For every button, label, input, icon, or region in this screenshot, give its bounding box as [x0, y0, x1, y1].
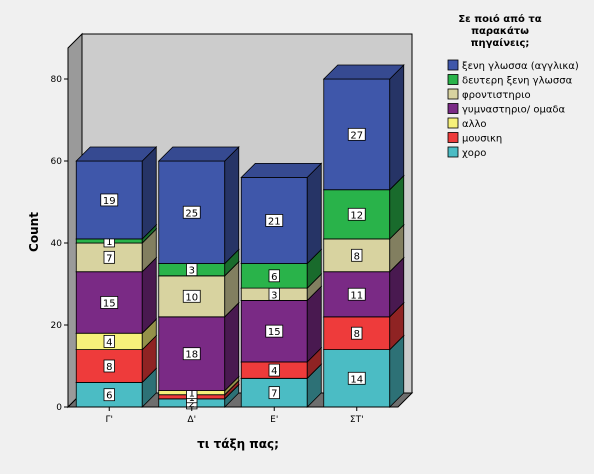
svg-text:3: 3	[271, 290, 277, 301]
svg-text:7: 7	[271, 389, 277, 400]
svg-text:19: 19	[103, 196, 116, 207]
legend-swatch	[447, 146, 459, 158]
data-label: 12	[347, 207, 366, 221]
data-label: 4	[268, 363, 280, 377]
data-label: 21	[265, 214, 284, 227]
legend-label: αλλο	[462, 119, 487, 130]
svg-text:1: 1	[106, 237, 112, 248]
x-tick-label: Ε'	[270, 415, 278, 425]
svg-text:10: 10	[185, 292, 198, 303]
svg-text:25: 25	[185, 208, 198, 219]
svg-text:11: 11	[350, 290, 363, 301]
svg-text:4: 4	[106, 337, 112, 348]
bars: 6841571192111810325741536211481181227	[75, 64, 405, 410]
legend-swatch	[447, 117, 459, 129]
y-tick-label: 80	[51, 75, 63, 85]
x-tick-label: Γ'	[106, 415, 114, 425]
data-label: 11	[347, 287, 366, 301]
svg-text:6: 6	[271, 272, 277, 283]
y-tick-label: 60	[51, 157, 63, 167]
data-label: 18	[182, 347, 201, 361]
legend-label: ξενη γλωσσα (αγγλικα)	[462, 61, 579, 72]
data-label: 6	[103, 388, 115, 402]
data-label: 27	[347, 127, 366, 141]
svg-text:15: 15	[268, 327, 281, 338]
svg-text:8: 8	[106, 362, 112, 373]
legend-label: χορο	[462, 148, 486, 159]
y-tick-label: 20	[51, 321, 63, 331]
legend-title: Σε ποιό από τα	[458, 13, 541, 25]
x-axis-title: τι τάξη πας;	[197, 437, 279, 451]
svg-text:7: 7	[106, 253, 112, 264]
data-label: 15	[100, 296, 119, 309]
legend-title: πηγαίνεις;	[471, 37, 530, 49]
data-label: 4	[103, 334, 115, 348]
legend-item: αλλο	[447, 117, 487, 130]
data-label: 6	[268, 269, 280, 283]
svg-text:1: 1	[189, 389, 195, 400]
legend-item: μουσικη	[447, 132, 502, 145]
legend-item: γυμναστηριο/ ομαδα	[447, 103, 566, 116]
x-tick-label: Δ'	[187, 415, 196, 425]
data-label: 25	[182, 205, 201, 219]
legend-swatch	[447, 88, 459, 100]
data-label: 8	[103, 359, 115, 373]
legend-label: γυμναστηριο/ ομαδα	[462, 105, 566, 116]
data-label: 14	[347, 371, 366, 385]
svg-text:2: 2	[189, 399, 195, 410]
svg-text:3: 3	[189, 266, 195, 277]
svg-text:8: 8	[354, 251, 360, 262]
bar-segment	[322, 64, 405, 191]
y-tick-label: 0	[56, 403, 62, 413]
legend-item: ξενη γλωσσα (αγγλικα)	[447, 59, 579, 72]
legend-swatch	[447, 74, 459, 85]
svg-text:6: 6	[106, 391, 112, 402]
data-label: 8	[351, 248, 363, 262]
svg-text:18: 18	[185, 350, 198, 361]
data-label: 3	[268, 287, 280, 301]
data-label: 7	[268, 386, 280, 400]
data-label: 7	[103, 250, 115, 264]
bar-segment	[75, 146, 158, 240]
svg-text:8: 8	[354, 329, 360, 340]
bar-segment	[240, 162, 323, 265]
legend-label: μουσικη	[462, 134, 502, 145]
legend-item: δευτερη ξενη γλωσσα	[447, 74, 573, 87]
y-tick-label: 40	[51, 239, 63, 249]
svg-text:4: 4	[271, 366, 277, 377]
y-axis-title: Count	[27, 212, 41, 252]
x-axis: Γ' Δ' Ε' ΣΤ'	[68, 406, 398, 425]
svg-text:15: 15	[103, 298, 116, 309]
svg-text:27: 27	[350, 130, 363, 141]
svg-text:21: 21	[268, 216, 281, 227]
legend-item: χορο	[447, 146, 486, 159]
legend-label: φροντιστηριο	[462, 90, 531, 101]
legend-item: φροντιστηριο	[447, 88, 531, 101]
data-label: 8	[351, 326, 363, 340]
legend-swatch	[447, 103, 459, 114]
data-label: 19	[100, 193, 119, 207]
svg-text:12: 12	[350, 210, 363, 221]
legend-label: δευτερη ξενη γλωσσα	[462, 76, 573, 87]
data-label: 15	[265, 324, 284, 338]
svg-text:14: 14	[350, 374, 363, 385]
data-label: 10	[182, 289, 201, 303]
x-tick-label: ΣΤ'	[350, 415, 364, 425]
data-label: 3	[186, 263, 198, 277]
bar-segment	[157, 146, 240, 265]
legend-swatch	[447, 59, 459, 71]
y-axis: 0 20 40 60 80	[51, 48, 69, 413]
legend-title: παρακάτω	[471, 25, 529, 37]
legend-swatch	[447, 132, 459, 143]
